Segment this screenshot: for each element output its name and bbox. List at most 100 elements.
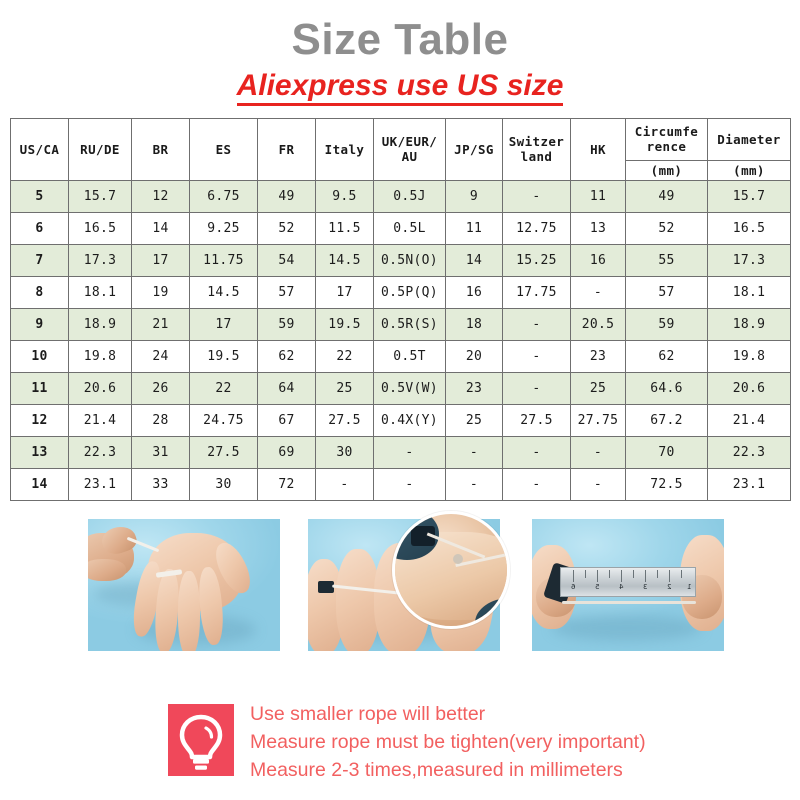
column-header-ru-de: RU/DE — [68, 117, 132, 181]
table-cell-jp-sg: 9 — [445, 179, 503, 213]
table-cell-circumference: 49 — [625, 179, 708, 213]
column-header-br: BR — [131, 117, 190, 181]
table-cell-fr: 69 — [257, 435, 316, 469]
table-cell-uk-eur-au: - — [373, 435, 446, 469]
table-cell-us-ca: 6 — [10, 211, 69, 245]
table-cell-circumference: 57 — [625, 275, 708, 309]
table-cell-es: 27.5 — [189, 435, 258, 469]
table-cell-es: 6.75 — [189, 179, 258, 213]
table-cell-ru-de: 18.1 — [68, 275, 132, 309]
table-cell-jp-sg: 20 — [445, 339, 503, 373]
column-header-switzerland-line1: Switzer — [508, 134, 565, 149]
ruler-tick — [621, 569, 622, 582]
table-cell-es: 19.5 — [189, 339, 258, 373]
table-cell-diameter: 20.6 — [707, 371, 791, 405]
page-subtitle-wrap: Aliexpress use US size — [0, 70, 800, 106]
table-cell-diameter: 18.1 — [707, 275, 791, 309]
table-cell-circumference: 52 — [625, 211, 708, 245]
table-cell-es: 30 — [189, 467, 258, 501]
table-row: 14 23.1 33 30 72- - - - -72.5 23.1 — [10, 467, 791, 501]
table-cell-fr: 52 — [257, 211, 316, 245]
table-cell-ru-de: 23.1 — [68, 467, 132, 501]
page-subtitle: Aliexpress use US size — [236, 70, 564, 106]
table-cell-ru-de: 18.9 — [68, 307, 132, 341]
table-row: 7 17.3 17 11.75 54 14.5 0.5N(O) 14 15.25 16 55 17.3 — [10, 243, 791, 277]
table-cell-circumference: 64.6 — [625, 371, 708, 405]
column-header-us-ca: US/CA — [10, 117, 69, 181]
table-cell-uk-eur-au: 0.5T — [373, 339, 446, 373]
column-header-uk-eur-au-line1: UK/EUR/ — [381, 134, 438, 149]
note-line-1: Use smaller rope will better — [250, 703, 486, 725]
table-cell-switzerland: - — [502, 467, 571, 501]
size-table-wrap: US/CA RU/DE BR ES FR Italy UK/EUR/ AU JP… — [10, 117, 791, 501]
table-cell-ru-de: 20.6 — [68, 371, 132, 405]
table-cell-switzerland: - — [502, 435, 571, 469]
table-cell-uk-eur-au: 0.5P(Q) — [373, 275, 446, 309]
table-cell-us-ca: 14 — [10, 467, 69, 501]
table-cell-ru-de: 15.7 — [68, 179, 132, 213]
table-cell-circumference: 62 — [625, 339, 708, 373]
column-header-circumference: Circumfe rence — [625, 117, 708, 161]
table-cell-diameter: 16.5 — [707, 211, 791, 245]
table-cell-us-ca: 7 — [10, 243, 69, 277]
table-cell-hk: 11 — [570, 179, 626, 213]
table-cell-fr: 57 — [257, 275, 316, 309]
table-cell-br: 21 — [131, 307, 190, 341]
table-cell-ru-de: 19.8 — [68, 339, 132, 373]
column-header-switzerland-line2: land — [520, 149, 553, 164]
table-cell-switzerland: 15.25 — [502, 243, 571, 277]
instruction-photo-strip: 6 5 4 3 2 1 — [0, 510, 800, 663]
table-cell-hk: 13 — [570, 211, 626, 245]
table-cell-jp-sg: - — [445, 467, 503, 501]
table-cell-ru-de: 17.3 — [68, 243, 132, 277]
table-row: 12 21.4 28 24.75 67 27.5 0.4X(Y) 25 27.5 27.75 67.… — [10, 403, 791, 437]
table-cell-diameter: 21.4 — [707, 403, 791, 437]
left-hand-shape — [88, 558, 126, 581]
table-cell-jp-sg: 23 — [445, 371, 503, 405]
table-cell-hk: 25 — [570, 371, 626, 405]
table-row: 5 15.7 12 6.75 49 9.5 0.5J 9-11 49 15.7 — [10, 179, 791, 213]
ring-shape — [318, 580, 334, 593]
table-cell-br: 14 — [131, 211, 190, 245]
ring-shape — [411, 525, 435, 546]
column-header-jp-sg: JP/SG — [445, 117, 503, 181]
column-header-italy: Italy — [315, 117, 374, 181]
table-cell-diameter: 23.1 — [707, 467, 791, 501]
table-cell-switzerland: - — [502, 179, 571, 213]
column-header-circumference-line2: rence — [646, 139, 687, 154]
table-cell-hk: 16 — [570, 243, 626, 277]
table-cell-diameter: 15.7 — [707, 179, 791, 213]
table-cell-us-ca: 5 — [10, 179, 69, 213]
table-cell-ru-de: 16.5 — [68, 211, 132, 245]
table-cell-hk: - — [570, 435, 626, 469]
table-cell-uk-eur-au: 0.4X(Y) — [373, 403, 446, 437]
ruler-tick — [585, 569, 586, 578]
table-cell-jp-sg: - — [445, 435, 503, 469]
table-cell-uk-eur-au: 0.5R(S) — [373, 307, 446, 341]
table-cell-fr: 67 — [257, 403, 316, 437]
table-body: 5 15.7 12 6.75 49 9.5 0.5J 9-11 49 15.7 6 16.5 14 9.2… — [10, 179, 791, 501]
table-cell-ru-de: 22.3 — [68, 435, 132, 469]
table-header-unit-row: (mm) (mm) — [11, 159, 791, 181]
table-cell-us-ca: 12 — [10, 403, 69, 437]
table-cell-es: 17 — [189, 307, 258, 341]
table-cell-switzerland: 12.75 — [502, 211, 571, 245]
table-cell-uk-eur-au: 0.5N(O) — [373, 243, 446, 277]
table-cell-br: 33 — [131, 467, 190, 501]
table-cell-switzerland: - — [502, 307, 571, 341]
table-cell-hk: 23 — [570, 339, 626, 373]
table-cell-hk: 27.75 — [570, 403, 626, 437]
table-cell-br: 19 — [131, 275, 190, 309]
column-header-diameter: Diameter — [707, 117, 791, 161]
table-cell-italy: 30 — [315, 435, 374, 469]
table-cell-italy: 22 — [315, 339, 374, 373]
rope-knot-shape — [453, 553, 463, 564]
rope-shape — [562, 600, 696, 604]
page-title: Size Table — [291, 15, 509, 64]
table-cell-diameter: 17.3 — [707, 243, 791, 277]
table-cell-hk: - — [570, 275, 626, 309]
table-row: 8 18.1 19 14.5 57 17 0.5P(Q) 16 17.75-57 18.1 — [10, 275, 791, 309]
table-cell-italy: 14.5 — [315, 243, 374, 277]
table-cell-italy: 11.5 — [315, 211, 374, 245]
